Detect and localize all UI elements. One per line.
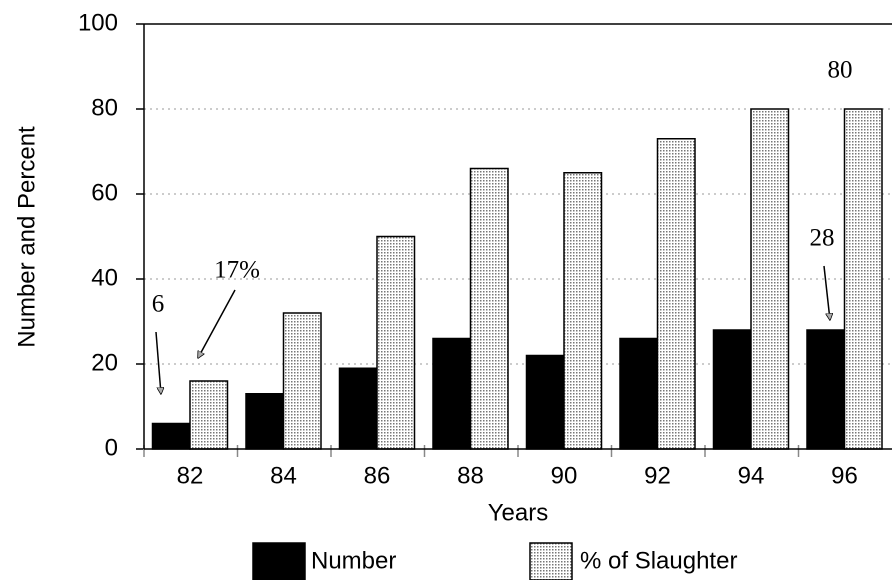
bar (619, 337, 659, 450)
bar (806, 329, 846, 450)
bar (376, 235, 416, 450)
x-tick-label: 92 (644, 462, 671, 489)
bar (189, 380, 229, 450)
bar (282, 312, 322, 450)
x-tick-label: 96 (831, 462, 858, 489)
x-tick-label: 90 (551, 462, 578, 489)
bar (245, 393, 285, 450)
x-tick-label: 82 (177, 462, 204, 489)
x-tick-label: 84 (270, 462, 297, 489)
x-tick-label: 94 (738, 462, 765, 489)
y-tick-label: 0 (105, 434, 118, 461)
annotation: 17% (214, 257, 260, 284)
annotation: 80 (828, 57, 853, 84)
legend-label: Number (311, 547, 396, 574)
y-tick-label: 40 (91, 264, 118, 291)
annotation: 28 (810, 225, 835, 252)
bar (338, 367, 378, 450)
y-tick-label: 20 (91, 349, 118, 376)
legend-swatch (529, 542, 573, 580)
bar (432, 337, 472, 450)
x-axis-label: Years (488, 499, 549, 526)
annotation: 6 (152, 291, 165, 318)
bar (712, 329, 752, 450)
bar (563, 172, 603, 450)
bar (469, 167, 509, 450)
y-axis-label: Number and Percent (13, 126, 40, 348)
legend-label: % of Slaughter (580, 547, 737, 574)
bar (750, 108, 790, 450)
y-tick-label: 60 (91, 179, 118, 206)
y-tick-label: 80 (91, 94, 118, 121)
bar (656, 138, 696, 450)
annotation-arrows (155, 265, 830, 394)
x-tick-label: 88 (457, 462, 484, 489)
y-tick-label: 100 (78, 9, 118, 36)
bar (525, 354, 565, 450)
bar (151, 422, 191, 450)
bar (843, 108, 883, 450)
legend-swatch (252, 542, 306, 580)
x-tick-label: 86 (364, 462, 391, 489)
